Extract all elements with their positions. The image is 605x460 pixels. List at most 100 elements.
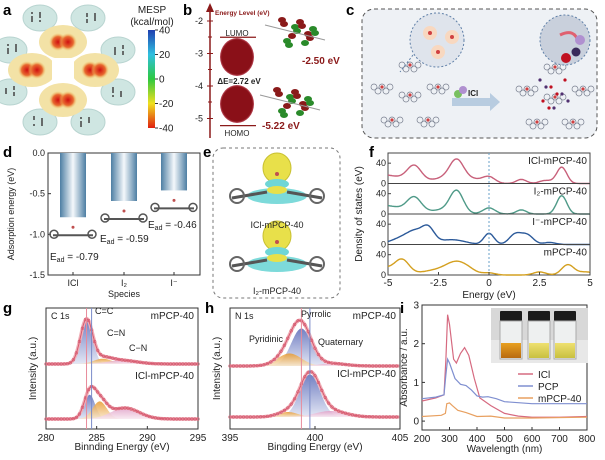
data-point bbox=[114, 407, 118, 411]
atom bbox=[7, 50, 9, 52]
atom bbox=[15, 46, 17, 48]
molecule-arm bbox=[70, 4, 106, 32]
data-point bbox=[181, 362, 185, 366]
atom bbox=[7, 52, 9, 54]
data-point bbox=[59, 362, 63, 366]
y-tick-label: 0 bbox=[381, 240, 386, 250]
framework-ring bbox=[392, 120, 400, 128]
absorbance-curve bbox=[421, 357, 587, 405]
nitrogen-site bbox=[581, 87, 585, 91]
atom bbox=[112, 91, 114, 93]
atom bbox=[41, 118, 43, 120]
data-point bbox=[77, 339, 82, 344]
data-point bbox=[347, 363, 351, 367]
data-point bbox=[159, 362, 164, 366]
x-tick-label: 300 bbox=[441, 434, 458, 445]
molecule-backbone bbox=[231, 190, 323, 200]
data-point bbox=[384, 364, 389, 368]
data-point bbox=[395, 364, 399, 368]
reaction-arrow-icon bbox=[452, 93, 500, 111]
x-axis-label: Species bbox=[108, 289, 141, 299]
y-axis-label: Intensity (a.u.) bbox=[212, 337, 223, 400]
data-point bbox=[129, 359, 133, 363]
data-point bbox=[147, 361, 151, 365]
data-point bbox=[175, 417, 179, 421]
panel-label-c: c bbox=[346, 2, 354, 19]
phenyl-ring bbox=[188, 202, 198, 213]
molecule-arm bbox=[22, 108, 58, 136]
energy-tick-label: -2 bbox=[195, 16, 203, 26]
xps-component-peak bbox=[46, 320, 198, 364]
negative-potential-spot bbox=[28, 61, 46, 79]
atom bbox=[80, 117, 82, 119]
nitrogen-site bbox=[571, 120, 575, 124]
atom bbox=[7, 44, 9, 46]
data-point bbox=[126, 406, 130, 410]
vial-solution bbox=[555, 343, 575, 358]
energy-level-diagram: -2 -3 -4 -5 bbox=[195, 3, 326, 138]
nitrogen-site bbox=[525, 87, 529, 91]
atom bbox=[112, 89, 114, 91]
data-point bbox=[68, 361, 72, 365]
data-point bbox=[293, 322, 297, 327]
orbital-lobe bbox=[293, 93, 301, 99]
framework-ring bbox=[543, 63, 551, 71]
atom bbox=[122, 53, 124, 55]
orbital-lobe bbox=[306, 100, 314, 106]
panel-label-a: a bbox=[3, 2, 12, 19]
atom bbox=[86, 19, 88, 21]
data-point bbox=[86, 318, 91, 323]
data-point bbox=[381, 415, 385, 419]
molecule-bond bbox=[264, 24, 326, 41]
framework-ring bbox=[382, 87, 390, 95]
mesp-colorbar bbox=[148, 30, 155, 128]
atom bbox=[33, 118, 35, 120]
y-tick-label: 0 bbox=[381, 270, 386, 280]
data-point bbox=[245, 415, 249, 419]
xps-component-peak bbox=[230, 363, 400, 366]
framework-ring bbox=[571, 85, 579, 93]
framework-ring bbox=[406, 61, 414, 69]
framework-ring bbox=[402, 65, 410, 73]
energy-tick-label: -5 bbox=[195, 114, 203, 124]
vial-cap bbox=[554, 311, 576, 321]
data-point bbox=[330, 361, 334, 365]
framework-ring bbox=[428, 120, 436, 128]
data-point bbox=[242, 364, 246, 368]
data-point bbox=[108, 404, 112, 409]
x-tick-label: ICl bbox=[68, 278, 79, 288]
data-point bbox=[296, 390, 300, 394]
charge-depletion-region bbox=[265, 179, 289, 189]
y-tick-label: 2 bbox=[413, 339, 419, 350]
data-point bbox=[333, 407, 338, 412]
data-point bbox=[228, 415, 232, 419]
colorbar-tick-label: -40 bbox=[159, 124, 174, 135]
orbital-lobe bbox=[283, 103, 291, 109]
legend-label: mPCP-40 bbox=[538, 394, 582, 405]
atom bbox=[114, 49, 116, 51]
data-point bbox=[193, 362, 197, 366]
data-point bbox=[153, 362, 158, 366]
y-axis-label: Absorbance / a.u. bbox=[399, 328, 410, 406]
x-tick-label: 400 bbox=[469, 434, 486, 445]
data-point bbox=[99, 353, 103, 357]
data-point bbox=[245, 364, 249, 368]
data-point bbox=[371, 415, 375, 419]
data-point bbox=[289, 402, 293, 406]
data-point bbox=[303, 375, 307, 379]
colorbar-unit: (kcal/mol) bbox=[130, 17, 173, 28]
framework-ring bbox=[384, 120, 392, 128]
framework-ring bbox=[434, 83, 442, 91]
data-point bbox=[276, 412, 280, 416]
data-point bbox=[228, 364, 232, 368]
framework-ring bbox=[388, 116, 396, 124]
data-point bbox=[286, 336, 290, 340]
framework-ring bbox=[565, 122, 573, 130]
atom bbox=[94, 19, 96, 21]
data-point bbox=[388, 415, 392, 419]
atom bbox=[122, 45, 124, 47]
iodine-atom bbox=[172, 198, 176, 202]
data-point bbox=[190, 417, 194, 421]
homo-energy-value: -5.22 eV bbox=[262, 121, 300, 132]
data-point bbox=[252, 364, 256, 368]
